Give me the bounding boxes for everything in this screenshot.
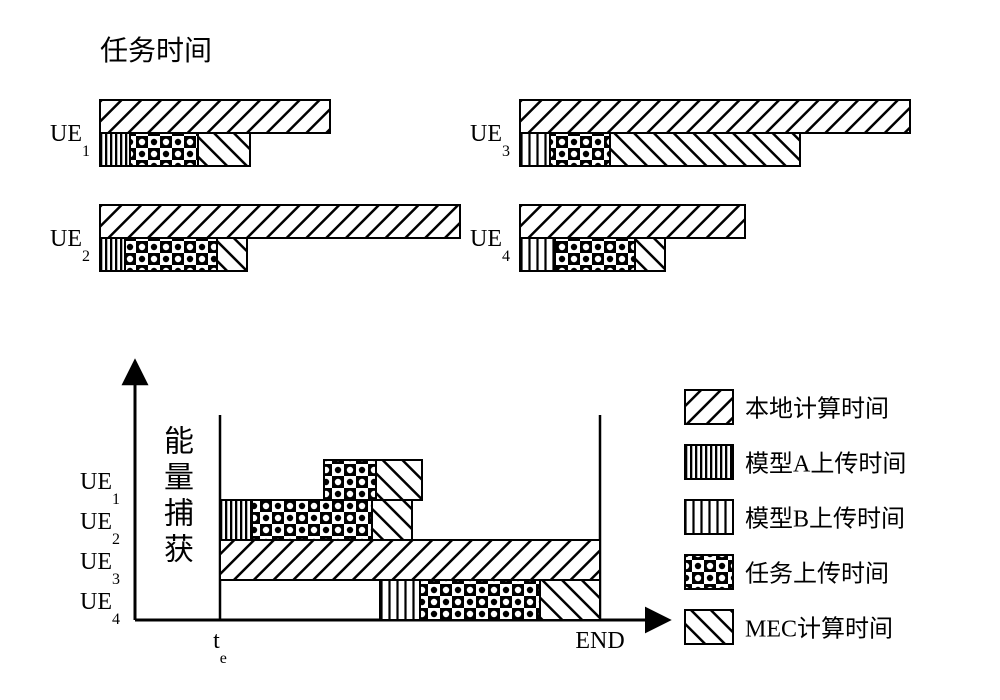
bar-diagNeg <box>217 238 247 271</box>
bar-diagNeg <box>610 133 800 166</box>
legend-label-checker: 任务上传时间 <box>745 561 889 588</box>
bar-diagNeg <box>635 238 665 271</box>
ue-group-1: UE1 <box>50 100 330 166</box>
bar-checker <box>550 133 610 166</box>
bar-vertB <box>520 238 555 271</box>
ue-group-2: UE2 <box>50 205 460 271</box>
bar-checker <box>555 238 635 271</box>
ue-group-3: UE3 <box>470 100 910 166</box>
chart-title: 任务时间 <box>100 35 212 67</box>
bar-checker <box>125 238 217 271</box>
ue-label-3: UE3 <box>470 121 510 160</box>
t-e-label: te <box>213 628 227 667</box>
timeline-label-3: UE3 <box>80 549 120 588</box>
ue-label-4: UE4 <box>470 226 510 265</box>
bar-vertA <box>100 238 125 271</box>
bar-diag <box>100 205 460 238</box>
diagram-canvas: 任务时间 UE1UE3UE2UE4 UE1UE2UE3UE4 te END 能量… <box>20 20 980 680</box>
legend-label-vertA: 模型A上传时间 <box>745 451 906 478</box>
bar-diag <box>520 100 910 133</box>
legend-label-diagNeg: MEC计算时间 <box>745 616 893 643</box>
timeline-bar-diagNeg <box>540 580 600 620</box>
bar-checker <box>130 133 198 166</box>
bar-diag <box>100 100 330 133</box>
bar-diag <box>520 205 745 238</box>
legend-swatch-vertB <box>685 500 733 534</box>
legend-swatch-diag <box>685 390 733 424</box>
bar-diagNeg <box>198 133 250 166</box>
ue-label-2: UE2 <box>50 226 90 265</box>
legend: 本地计算时间模型A上传时间模型B上传时间任务上传时间 MEC计算时间 <box>685 390 906 644</box>
timeline-bar-vertB <box>380 580 420 620</box>
timeline-bar-diagNeg <box>372 500 412 540</box>
timeline-bar-diagNeg <box>376 460 422 500</box>
end-label: END <box>575 628 624 654</box>
timeline-label-2: UE2 <box>80 509 120 548</box>
timeline-bar-diag <box>220 540 600 580</box>
timeline-label-1: UE1 <box>80 469 120 508</box>
legend-label-diag: 本地计算时间 <box>745 396 889 423</box>
ue-group-4: UE4 <box>470 205 745 271</box>
ue-label-1: UE1 <box>50 121 90 160</box>
timeline-label-4: UE4 <box>80 589 120 628</box>
timeline-bar-vertA <box>220 500 252 540</box>
legend-swatch-vertA <box>685 445 733 479</box>
timeline-bar-checker <box>324 460 376 500</box>
timeline-bar-checker <box>252 500 372 540</box>
timeline-bar-checker <box>420 580 540 620</box>
energy-capture-label: 能量捕获 <box>153 425 203 615</box>
legend-swatch-diagNeg <box>685 610 733 644</box>
bar-vertA <box>100 133 130 166</box>
legend-label-vertB: 模型B上传时间 <box>745 506 905 533</box>
legend-swatch-checker <box>685 555 733 589</box>
bar-vertB <box>520 133 550 166</box>
